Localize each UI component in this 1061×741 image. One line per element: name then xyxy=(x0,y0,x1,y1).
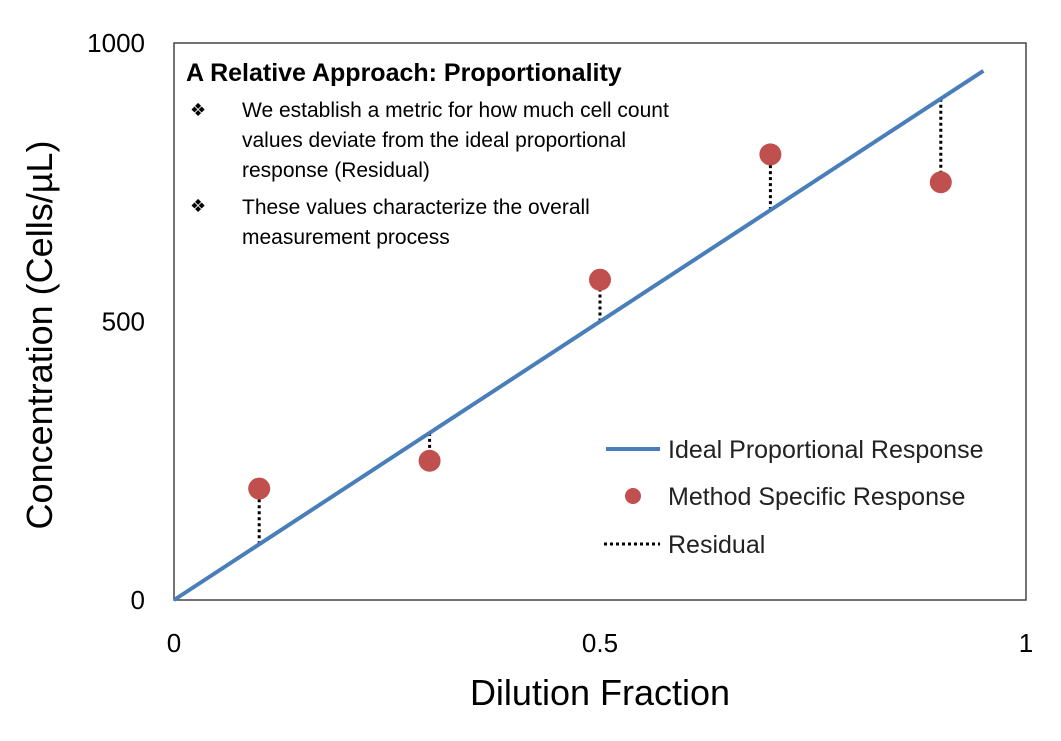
method-point xyxy=(418,449,441,472)
x-tick-labels: 0 0.5 1 xyxy=(167,628,1033,658)
x-tick-label: 0.5 xyxy=(582,628,618,658)
annotation-title: A Relative Approach: Proportionality xyxy=(186,59,622,87)
bullet-icon: ❖ xyxy=(190,100,206,121)
legend: Ideal Proportional Response Method Speci… xyxy=(604,436,983,559)
y-tick-label: 0 xyxy=(131,585,145,615)
y-tick-label: 1000 xyxy=(87,28,145,58)
legend-label-residual: Residual xyxy=(668,531,765,559)
method-point xyxy=(929,171,952,194)
y-tick-label: 500 xyxy=(102,307,145,337)
annotation-bullet-1-line-1: We establish a metric for how much cell … xyxy=(242,99,669,122)
method-point xyxy=(589,268,611,291)
annotation-bullet-1-line-3: response (Residual) xyxy=(242,159,430,182)
method-point xyxy=(248,477,271,500)
x-tick-label: 1 xyxy=(1019,628,1033,658)
annotation-bullet-2-line-2: measurement process xyxy=(242,226,450,249)
annotation-bullet-2-line-1: These values characterize the overall xyxy=(242,196,590,219)
method-point xyxy=(759,143,782,166)
y-axis-title: Concentration (Cells/µL) xyxy=(19,141,60,530)
annotation-bullet-1-line-2: values deviate from the ideal proportion… xyxy=(242,129,626,152)
ideal-proportional-line xyxy=(172,69,985,602)
method-points xyxy=(248,143,952,500)
y-tick-labels: 0 500 1000 xyxy=(87,28,145,615)
ideal-line-group xyxy=(172,69,985,602)
legend-point-swatch xyxy=(625,488,641,504)
bullet-icon: ❖ xyxy=(190,196,206,217)
legend-label-ideal: Ideal Proportional Response xyxy=(668,436,983,464)
legend-label-method: Method Specific Response xyxy=(668,483,965,511)
annotation-box: A Relative Approach: Proportionality ❖ W… xyxy=(186,59,669,249)
x-axis-title: Dilution Fraction xyxy=(470,672,730,713)
x-tick-label: 0 xyxy=(167,628,181,658)
residual-lines xyxy=(257,98,943,545)
